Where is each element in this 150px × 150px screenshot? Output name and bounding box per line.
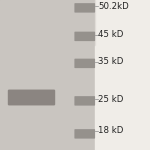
FancyBboxPatch shape	[74, 129, 95, 139]
Text: 50.2kD: 50.2kD	[98, 2, 129, 11]
FancyBboxPatch shape	[74, 3, 95, 13]
FancyBboxPatch shape	[74, 59, 95, 68]
FancyBboxPatch shape	[74, 32, 95, 41]
FancyBboxPatch shape	[8, 90, 55, 105]
Text: 18 kD: 18 kD	[98, 126, 124, 135]
Bar	[0, 0, 94, 45]
Bar	[94, 0, 150, 150]
Bar	[0, 0, 94, 150]
Text: 35 kD: 35 kD	[98, 57, 124, 66]
FancyBboxPatch shape	[74, 96, 95, 106]
Text: 25 kD: 25 kD	[98, 94, 124, 103]
Text: 45 kD: 45 kD	[98, 30, 124, 39]
